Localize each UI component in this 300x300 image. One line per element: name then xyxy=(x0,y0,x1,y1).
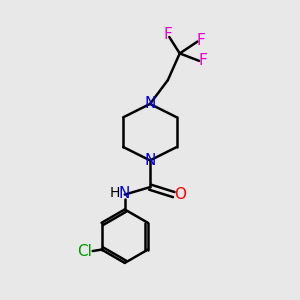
Text: O: O xyxy=(174,187,186,202)
Text: H: H xyxy=(109,186,119,200)
Text: N: N xyxy=(144,153,156,168)
Text: N: N xyxy=(144,96,156,111)
Text: F: F xyxy=(197,32,206,47)
Text: F: F xyxy=(198,53,207,68)
Text: Cl: Cl xyxy=(77,244,92,259)
Text: N: N xyxy=(118,186,130,201)
Text: F: F xyxy=(164,27,172,42)
